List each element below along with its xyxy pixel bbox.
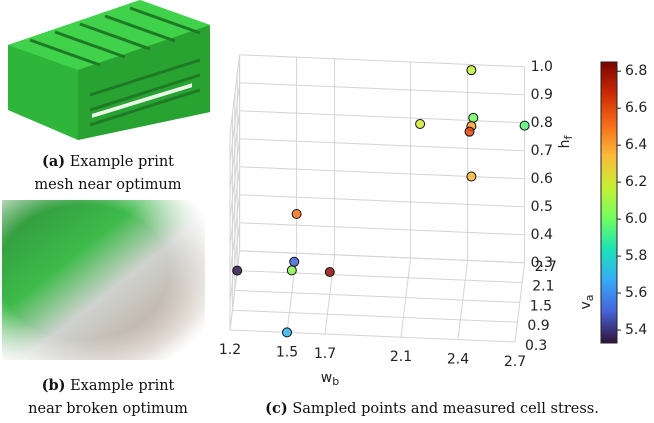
colorbar-tick-label: 6.4: [625, 137, 647, 153]
grid-line: [239, 82, 525, 96]
point: [286, 265, 297, 276]
mesh-image: [8, 0, 210, 140]
grid-line: [229, 194, 241, 275]
grid-line: [239, 138, 525, 152]
photo-image: [2, 200, 205, 360]
point: [468, 112, 479, 123]
z-tick-label: 0.8: [531, 115, 553, 131]
y-tick-label: 2.1: [532, 279, 554, 295]
grid-line: [229, 329, 516, 343]
z-tick-label: 0.6: [531, 171, 553, 187]
y-tick-label: 0.3: [525, 338, 547, 354]
colorbar-tick-label: 5.4: [625, 322, 647, 338]
colorbar-tick-label: 6.6: [625, 100, 647, 116]
y-axis-label-main: v: [578, 301, 594, 309]
colorbar-tick-label: 6.0: [625, 211, 647, 227]
colorbar-tick-label: 5.6: [625, 285, 647, 301]
point: [232, 265, 243, 276]
grid-line: [232, 309, 518, 323]
grid-line: [229, 166, 241, 247]
grid-line: [239, 194, 525, 208]
y-tick-label: 2.7: [535, 259, 557, 275]
x-tick-label: 1.5: [276, 344, 298, 360]
point: [415, 119, 426, 129]
z-tick-label: 0.7: [531, 143, 553, 159]
grid-line: [229, 110, 241, 191]
z-tick-label: 1.0: [531, 59, 553, 75]
grid-line: [239, 54, 525, 68]
colorbar: [600, 61, 618, 344]
x-tick-label: 2.1: [390, 349, 412, 365]
caption-c: (c) Sampled points and measured cell str…: [265, 400, 599, 417]
point: [324, 267, 335, 277]
x-tick-label: 2.4: [447, 352, 469, 368]
point: [519, 120, 530, 131]
grid-line: [234, 289, 520, 303]
grid-line: [229, 54, 241, 135]
point: [291, 209, 302, 219]
grid-line: [239, 166, 525, 180]
y-axis-label: va: [578, 294, 596, 309]
colorbar-tick-label: 6.8: [625, 63, 647, 79]
caption-b-line: near broken optimum: [28, 401, 188, 417]
grid-line: [237, 270, 523, 284]
grid-line: [239, 222, 525, 236]
point: [466, 65, 477, 76]
z-axis-label-sub: f: [562, 135, 575, 140]
z-tick-label: 0.3: [531, 255, 553, 271]
caption-b: (b) Example print: [42, 377, 175, 394]
colorbar-tick-label: 5.8: [625, 248, 647, 264]
grid-line: [229, 222, 241, 303]
z-tick-label: 0.4: [531, 227, 553, 243]
grid-line: [229, 250, 241, 331]
caption-a-line: mesh near optimum: [34, 177, 181, 193]
x-axis-label: wb: [321, 370, 339, 388]
grid-line: [229, 82, 241, 163]
point: [466, 171, 477, 182]
x-tick-label: 1.2: [219, 342, 241, 358]
y-tick-label: 0.9: [527, 318, 549, 334]
point: [282, 327, 292, 338]
grid-line: [239, 110, 525, 124]
point: [464, 126, 475, 137]
caption-a: (a) Example print: [42, 153, 174, 170]
z-tick-label: 0.9: [531, 87, 553, 103]
grid-line: [239, 250, 525, 264]
z-axis-label-main: h: [557, 140, 573, 149]
x-tick-label: 1.7: [314, 346, 336, 362]
z-tick-label: 0.5: [531, 199, 553, 215]
y-axis-label-sub: a: [583, 294, 596, 301]
z-axis-label: hf: [557, 135, 575, 149]
grid-line: [229, 138, 241, 219]
y-tick-label: 1.5: [530, 298, 552, 314]
x-axis-label-main: w: [321, 370, 332, 386]
x-axis-label-sub: b: [332, 375, 339, 388]
x-tick-label: 2.7: [504, 354, 526, 370]
colorbar-tick-label: 6.2: [625, 174, 647, 190]
point: [289, 256, 300, 267]
